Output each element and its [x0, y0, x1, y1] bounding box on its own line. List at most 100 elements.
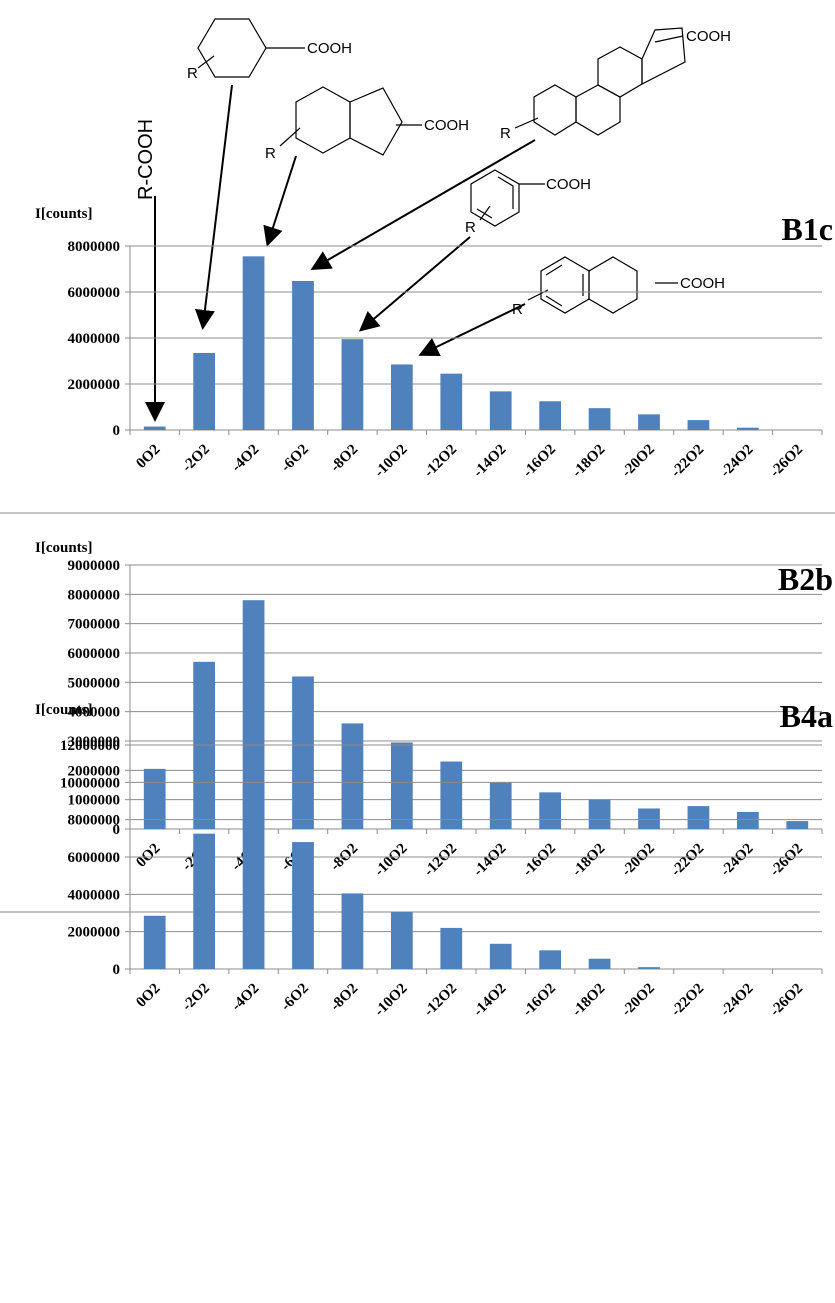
x-tick-label: -26O2	[767, 841, 806, 880]
x-tick-label: 0O2	[133, 841, 163, 871]
arrow	[358, 236, 471, 332]
bar	[242, 600, 265, 829]
x-tick-label: -12O2	[421, 841, 460, 880]
chart-title: B2b	[778, 561, 833, 597]
bar	[489, 782, 512, 829]
bar	[440, 373, 463, 430]
y-tick-label: 1000000	[68, 793, 121, 809]
y-axis-label: I[counts]	[35, 702, 93, 718]
bar	[687, 806, 710, 829]
y-tick-label: 5000000	[68, 675, 121, 691]
x-tick-label: -6O2	[278, 442, 312, 476]
x-tick-label: -8O2	[328, 981, 362, 1015]
arrow	[310, 139, 536, 271]
x-tick-label: -24O2	[718, 442, 757, 481]
y-tick-label: 9000000	[68, 558, 121, 574]
y-tick-label: 10000000	[60, 775, 120, 791]
x-tick-label: -18O2	[569, 841, 608, 880]
y-tick-label: 0	[113, 962, 121, 978]
x-tick-label: -24O2	[718, 981, 757, 1020]
bar	[341, 893, 364, 969]
y-tick-label: 3000000	[68, 734, 121, 750]
y-tick-label: 0	[113, 423, 121, 439]
x-tick-label: -10O2	[372, 981, 411, 1020]
x-tick-label: -22O2	[668, 841, 707, 880]
bar	[292, 676, 314, 829]
annotation: COOH	[546, 176, 591, 193]
bar	[341, 723, 364, 829]
bar	[687, 420, 710, 430]
ring	[533, 84, 577, 136]
bar	[638, 414, 660, 430]
bar	[143, 915, 166, 969]
bar	[539, 950, 562, 969]
bar	[489, 391, 512, 430]
bar	[292, 280, 314, 430]
y-tick-label: 8000000	[68, 239, 121, 255]
y-tick-label: 7000000	[68, 617, 121, 633]
bar	[736, 811, 759, 829]
annotation: R	[187, 65, 198, 82]
bar	[440, 927, 463, 969]
x-tick-label: -16O2	[520, 442, 559, 481]
x-tick-label: -22O2	[668, 981, 707, 1020]
y-tick-label: 6000000	[68, 646, 121, 662]
bar	[390, 364, 413, 430]
y-tick-label: 2000000	[68, 377, 121, 393]
x-tick-label: -24O2	[718, 841, 757, 880]
bar	[143, 768, 166, 829]
x-tick-label: -16O2	[520, 841, 559, 880]
ring	[597, 46, 643, 98]
bar	[539, 401, 562, 430]
arrow	[263, 155, 297, 247]
x-tick-label: -10O2	[372, 442, 411, 481]
x-tick-label: -6O2	[278, 981, 312, 1015]
y-tick-label: 4000000	[68, 887, 121, 903]
annotation: R	[265, 145, 276, 162]
x-tick-label: -14O2	[471, 841, 510, 880]
ring	[641, 27, 686, 85]
x-tick-label: -14O2	[471, 981, 510, 1020]
bar	[489, 943, 512, 969]
chart-title: B1c	[781, 211, 833, 247]
ring	[575, 84, 621, 136]
x-tick-label: -26O2	[767, 981, 806, 1020]
y-tick-label: 12000000	[60, 738, 120, 754]
x-tick-label: -10O2	[372, 841, 411, 880]
bar	[390, 742, 413, 829]
bar	[786, 821, 809, 829]
ring	[295, 86, 351, 154]
x-tick-label: -18O2	[569, 442, 608, 481]
annotation: R	[465, 219, 476, 236]
y-axis-label: I[counts]	[35, 540, 93, 556]
y-tick-label: 2000000	[68, 925, 121, 941]
bar	[588, 799, 611, 829]
arrow	[194, 84, 233, 330]
chart-title: B4a	[780, 698, 833, 734]
x-tick-label: -4O2	[229, 442, 263, 476]
x-tick-label: -18O2	[569, 981, 608, 1020]
ring	[588, 256, 638, 314]
annotation: R	[512, 301, 523, 318]
y-tick-label: 0	[113, 822, 121, 838]
bar	[390, 912, 413, 969]
bar	[193, 352, 216, 430]
annotation: COOH	[424, 117, 469, 134]
bar	[588, 408, 611, 430]
bar	[193, 833, 216, 969]
bar	[341, 339, 364, 430]
bar	[440, 761, 463, 829]
x-tick-label: 0O2	[133, 981, 163, 1011]
bar	[292, 842, 314, 969]
bar	[588, 958, 611, 969]
x-tick-label: -8O2	[328, 442, 362, 476]
ring	[540, 256, 590, 314]
ring	[197, 18, 267, 78]
ring	[470, 169, 520, 227]
annotation: COOH	[686, 28, 731, 45]
annotation: R	[500, 125, 511, 142]
ring	[349, 87, 403, 156]
bar	[242, 784, 265, 969]
bar	[638, 808, 660, 829]
